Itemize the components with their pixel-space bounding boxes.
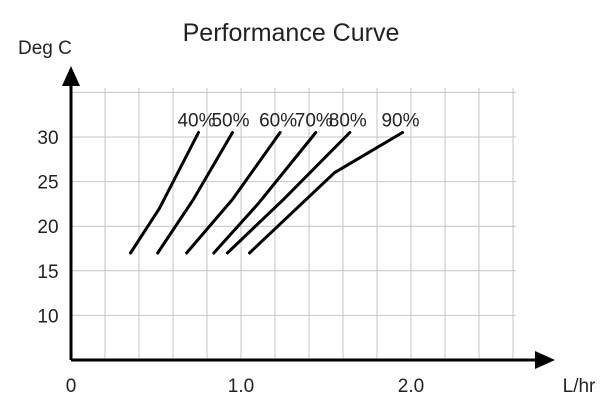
y-tick-label: 30 (37, 128, 58, 149)
y-tick-label: 15 (37, 262, 58, 283)
x-axis-label: L/hr (563, 376, 596, 397)
series-line-70pct (212, 131, 318, 255)
y-tick-label: 25 (37, 173, 58, 194)
y-tick-label: 10 (37, 306, 58, 327)
series-label: 50% (211, 111, 249, 132)
x-tick-label: 2.0 (398, 376, 424, 397)
y-tick-label: 20 (37, 217, 58, 238)
x-axis-arrow-icon (535, 351, 555, 369)
series-label: 90% (381, 111, 419, 132)
series-line-40pct (129, 131, 200, 255)
series-line-60pct (185, 131, 282, 255)
series-label: 80% (329, 111, 367, 132)
x-tick-label: 0 (66, 376, 77, 397)
series-line-80pct (225, 131, 352, 255)
axes (62, 66, 555, 369)
chart-title: Performance Curve (183, 19, 400, 47)
series-label: 40% (177, 111, 215, 132)
y-axis-arrow-icon (62, 66, 80, 86)
y-axis-label: Deg C (18, 38, 72, 59)
series-label: 60% (259, 111, 297, 132)
labels: 10 15 20 25 30 0 1.0 2.0 40%50% 60%70%80% 90% (37, 111, 424, 397)
x-tick-label: 1.0 (228, 376, 254, 397)
grid (71, 88, 516, 360)
curves (129, 131, 404, 255)
series-line-50pct (156, 131, 234, 255)
series-line-90pct (248, 131, 404, 255)
series-label: 70% (295, 111, 333, 132)
